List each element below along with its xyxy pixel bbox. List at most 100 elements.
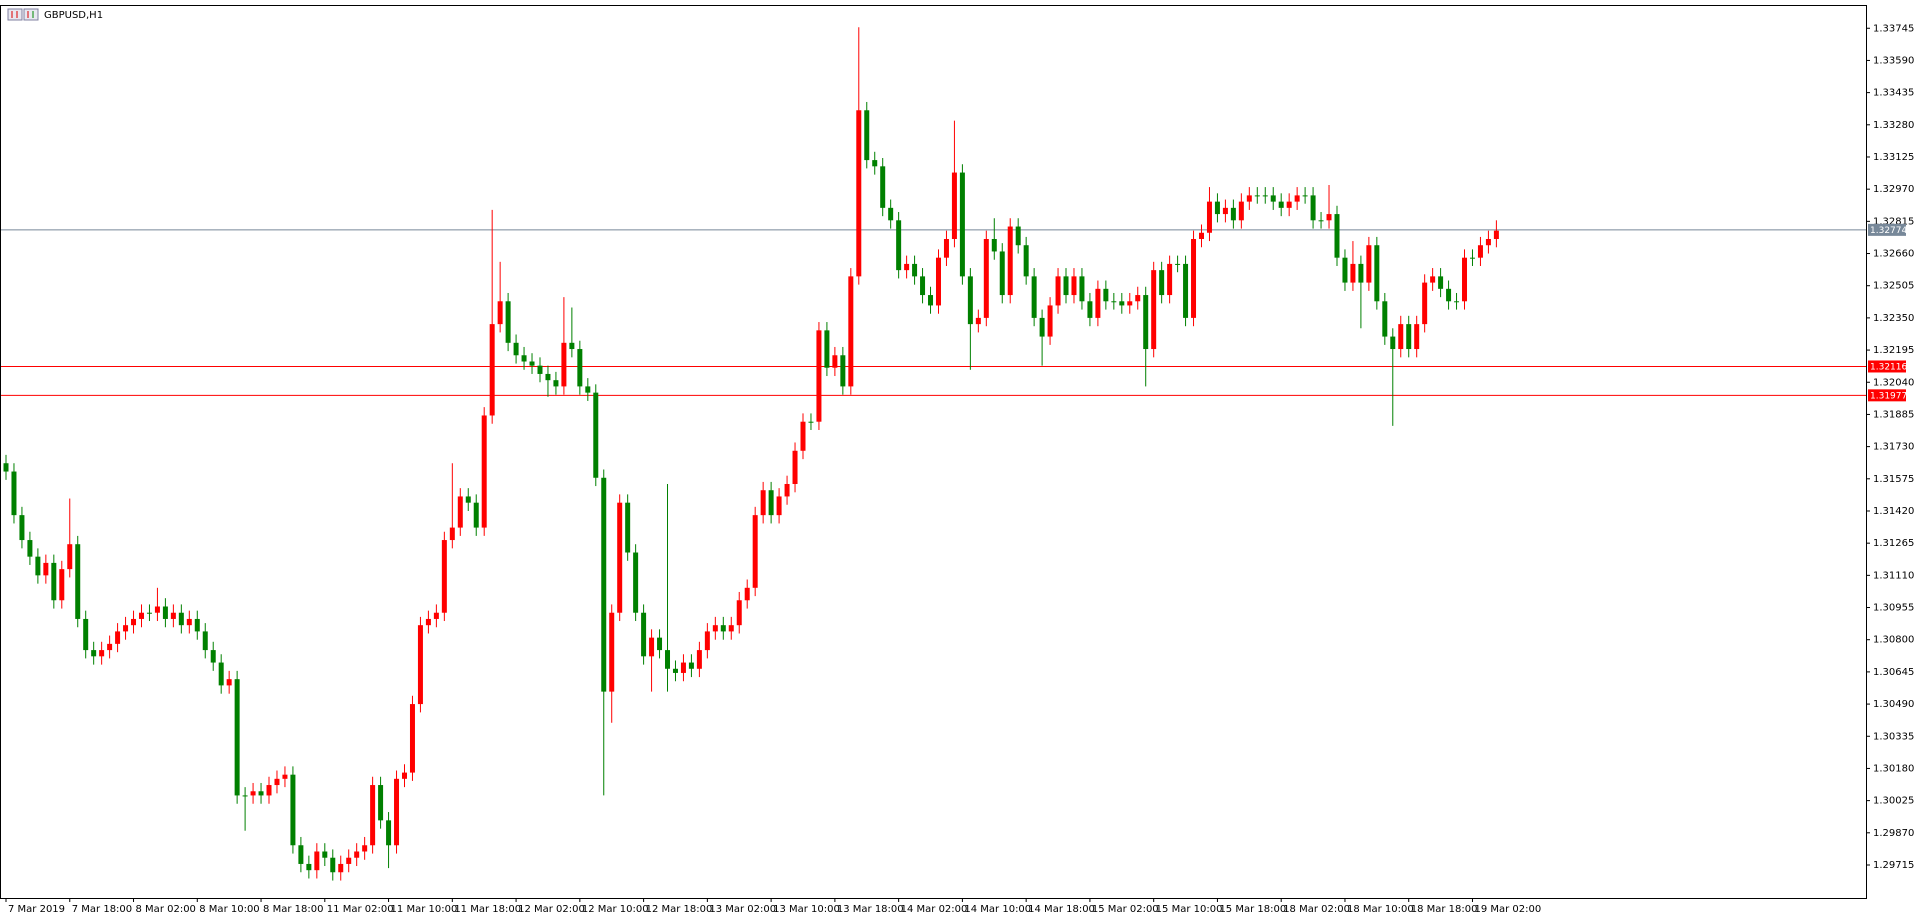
candle-body [784,483,790,497]
candle-body [226,679,232,686]
candle-body [1390,336,1396,350]
candle-body [402,772,407,779]
y-tick-label: 1.32505 [1873,281,1914,292]
candle-body [1143,295,1149,350]
candle-body [1222,207,1228,215]
candle-body [178,612,184,626]
candle-body [314,851,320,871]
x-tick-label: 18 Mar 18:00 [1411,904,1478,915]
candle-body [1310,195,1316,221]
x-tick-label: 15 Mar 10:00 [1156,904,1223,915]
candle-body [1366,245,1372,283]
candle-body [776,496,782,516]
candle-body [1079,276,1085,302]
candle-body [202,631,208,651]
candle-body [417,625,423,705]
candle-body [625,502,631,553]
candle-body [593,392,599,478]
candle-body [170,612,176,619]
candle-body [545,373,551,381]
candle-body [131,618,137,626]
candle-body [218,662,224,686]
candle-body [1007,226,1013,296]
candle-body [346,857,352,864]
price-tag-label: 1.32774 [1870,226,1907,236]
candle-body [601,477,607,692]
candle-body [688,662,694,669]
x-tick-label: 14 Mar 02:00 [901,904,968,915]
candle-body [768,490,774,516]
candle-body [1286,201,1292,208]
candle-body [704,631,710,651]
candle-body [840,355,846,387]
candle-body [912,263,918,277]
x-tick-label: 8 Mar 18:00 [263,904,323,915]
y-tick-label: 1.30025 [1873,796,1914,807]
price-tag [1868,223,1906,236]
candle-body [1485,238,1491,246]
candle-body [290,774,296,846]
candle-body [856,110,862,277]
y-tick-label: 1.33590 [1873,55,1914,66]
candle-body [433,612,439,619]
candle-body [473,502,479,528]
candle-body [1262,195,1268,197]
candle-body [1342,257,1348,283]
y-tick-label: 1.32815 [1873,216,1914,227]
candle-body [1087,301,1093,318]
candle-body [457,496,463,528]
candle-body [577,349,583,387]
x-tick-label: 13 Mar 10:00 [773,904,840,915]
candle-body [1358,263,1364,283]
candle-body [59,569,65,601]
candle-body [1063,276,1069,296]
x-tick-label: 15 Mar 18:00 [1219,904,1286,915]
candle-body [67,544,73,570]
candle-body [210,650,216,663]
candle-body [848,276,854,387]
candle-body [959,172,965,277]
candle-body [529,361,535,366]
price-tag [1868,360,1906,373]
candle-body [115,631,121,644]
candle-body [386,820,392,846]
candle-body [680,662,686,673]
x-tick-label: 14 Mar 18:00 [1028,904,1095,915]
candle-body [266,785,272,796]
candle-body [27,540,33,557]
candle-body [19,515,25,541]
candle-body [83,618,89,651]
candle-body [505,301,511,343]
candle-body [1326,214,1332,221]
candle-body [1055,276,1061,306]
candle-body [513,342,519,356]
y-tick-label: 1.32195 [1873,345,1914,356]
candle-body [935,257,941,306]
candle-body [617,502,623,613]
candle-body [967,276,973,325]
symbol-icon [7,8,39,21]
candle-body [1071,276,1077,296]
candle-body [1095,288,1101,318]
candle-body [449,527,455,541]
candle-body [657,637,663,651]
candle-body [1119,301,1125,306]
candle-body [1175,263,1181,265]
candle-body [298,845,304,864]
candle-body [1270,195,1276,202]
candle-body [51,562,57,601]
candle-body [107,643,113,651]
candle-body [999,251,1005,296]
candle-body [354,851,360,858]
candle-body [1406,324,1412,350]
candle-body [91,650,97,657]
x-tick-label: 11 Mar 10:00 [391,904,458,915]
candle-body [1318,220,1324,222]
candle-body [537,365,543,374]
x-tick-label: 11 Mar 18:00 [454,904,521,915]
candle-body [712,625,718,632]
candle-body [1382,301,1388,337]
candle-body [943,238,949,258]
candle-body [553,380,559,387]
